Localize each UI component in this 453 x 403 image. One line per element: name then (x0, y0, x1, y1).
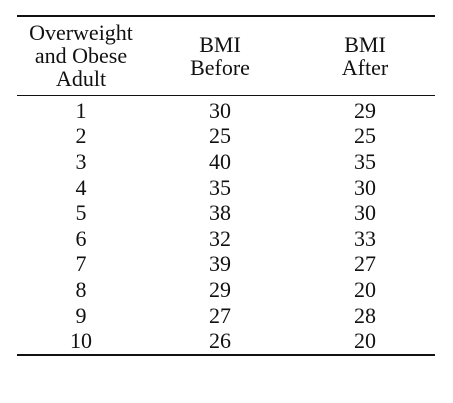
cell-bmi-before: 26 (209, 328, 231, 354)
cell-adult: 10 (70, 328, 92, 354)
cell-bmi-before: 32 (209, 225, 231, 251)
cell-bmi-after: 33 (354, 225, 376, 251)
cell-adult: 3 (75, 148, 87, 174)
header-row: Overweight and Obese Adult BMI Before BM… (17, 16, 435, 96)
table-row: 7 39 27 (17, 252, 435, 278)
cell-bmi-after: 25 (354, 123, 376, 149)
cell-bmi-after: 27 (354, 251, 376, 277)
header-adult-line-1: Overweight (29, 20, 133, 45)
header-bmi-after-line-2: After (341, 54, 389, 80)
bmi-table-container: Overweight and Obese Adult BMI Before BM… (17, 15, 435, 356)
header-bmi-before: BMI Before (145, 16, 295, 96)
cell-bmi-after: 35 (354, 148, 376, 174)
table-row: 9 27 28 (17, 303, 435, 329)
header-adult-line-3: Adult (55, 66, 107, 91)
cell-bmi-before: 27 (209, 302, 231, 328)
cell-bmi-after: 20 (354, 276, 376, 302)
header-adult: Overweight and Obese Adult (17, 16, 145, 96)
cell-bmi-after: 30 (354, 200, 376, 226)
cell-bmi-before: 30 (209, 97, 231, 123)
table-row: 4 35 30 (17, 175, 435, 201)
cell-adult: 5 (75, 200, 87, 226)
cell-bmi-before: 35 (209, 174, 231, 200)
table-row: 10 26 20 (17, 328, 435, 355)
header-bmi-after-line-1: BMI (344, 31, 386, 57)
cell-adult: 6 (75, 225, 87, 251)
header-adult-line-2: and Obese (34, 43, 128, 68)
table-header: Overweight and Obese Adult BMI Before BM… (17, 16, 435, 96)
cell-adult: 4 (75, 174, 87, 200)
cell-bmi-before: 29 (209, 276, 231, 302)
header-bmi-before-line-1: BMI (199, 31, 241, 57)
cell-bmi-after: 28 (354, 302, 376, 328)
cell-bmi-before: 39 (209, 251, 231, 277)
cell-adult: 7 (75, 251, 87, 277)
cell-bmi-before: 40 (209, 148, 231, 174)
table-row: 5 38 30 (17, 200, 435, 226)
table-body: 1 30 29 2 25 25 3 40 35 4 35 30 5 38 (17, 96, 435, 355)
table-row: 2 25 25 (17, 124, 435, 150)
cell-adult: 9 (75, 302, 87, 328)
table-row: 6 32 33 (17, 226, 435, 252)
cell-adult: 8 (75, 276, 87, 302)
cell-bmi-after: 20 (354, 328, 376, 354)
table-row: 3 40 35 (17, 149, 435, 175)
header-bmi-after: BMI After (295, 16, 435, 96)
cell-bmi-before: 38 (209, 200, 231, 226)
table-row: 1 30 29 (17, 96, 435, 124)
bmi-table: Overweight and Obese Adult BMI Before BM… (17, 15, 435, 356)
cell-bmi-after: 30 (354, 174, 376, 200)
table-row: 8 29 20 (17, 277, 435, 303)
cell-bmi-before: 25 (209, 123, 231, 149)
cell-bmi-after: 29 (354, 97, 376, 123)
header-bmi-before-line-2: Before (190, 54, 250, 80)
cell-adult: 1 (75, 97, 87, 123)
cell-adult: 2 (75, 123, 87, 149)
